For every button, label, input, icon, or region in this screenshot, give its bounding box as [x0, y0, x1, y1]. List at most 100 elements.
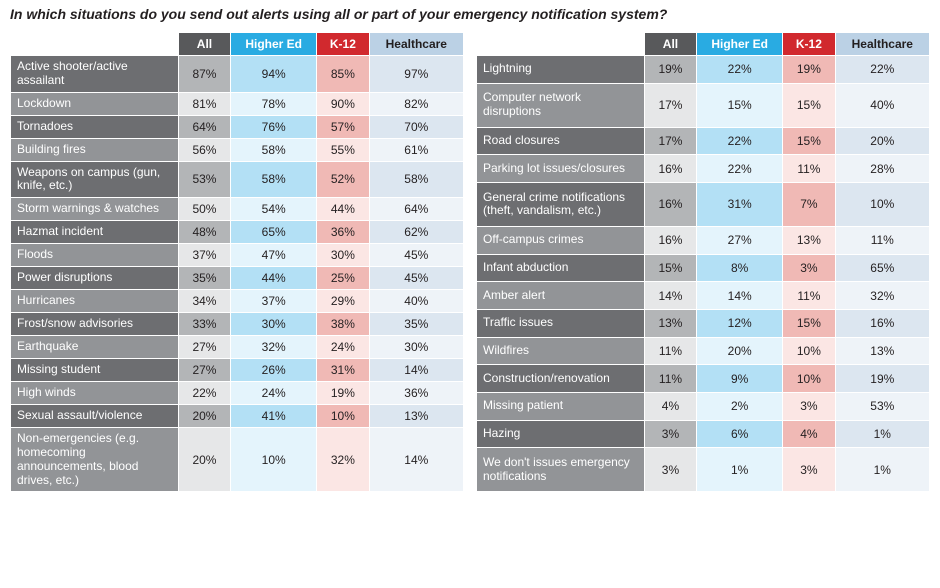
cell-all: 48% [178, 221, 230, 244]
table-row: Active shooter/active assailant87%94%85%… [11, 56, 464, 93]
table-row: Floods37%47%30%45% [11, 244, 464, 267]
table-row: Tornadoes64%76%57%70% [11, 115, 464, 138]
cell-hed: 30% [231, 313, 317, 336]
col-header-higher-ed: Higher Ed [231, 33, 317, 56]
cell-hed: 15% [697, 83, 783, 127]
tables-wrapper: All Higher Ed K-12 Healthcare Active sho… [10, 32, 930, 492]
cell-k12: 52% [317, 161, 369, 198]
cell-hc: 45% [369, 244, 463, 267]
cell-k12: 57% [317, 115, 369, 138]
cell-k12: 11% [783, 282, 835, 310]
cell-hc: 13% [835, 337, 929, 365]
cell-hc: 1% [835, 448, 929, 492]
corner-blank [477, 33, 645, 56]
row-label: Wildfires [477, 337, 645, 365]
cell-k12: 10% [783, 337, 835, 365]
cell-hed: 2% [697, 392, 783, 420]
row-label: Infant abduction [477, 254, 645, 282]
col-header-healthcare: Healthcare [835, 33, 929, 56]
cell-hed: 47% [231, 244, 317, 267]
table-row: High winds22%24%19%36% [11, 382, 464, 405]
row-label: Non-emergencies (e.g. homecoming announc… [11, 428, 179, 492]
cell-hc: 10% [835, 182, 929, 226]
cell-all: 20% [178, 405, 230, 428]
table-row: We don't issues emergency notifications3… [477, 448, 930, 492]
cell-k12: 19% [783, 56, 835, 84]
cell-k12: 25% [317, 267, 369, 290]
cell-hed: 20% [697, 337, 783, 365]
cell-all: 22% [178, 382, 230, 405]
cell-hed: 1% [697, 448, 783, 492]
cell-k12: 13% [783, 227, 835, 255]
row-label: Parking lot issues/closures [477, 155, 645, 183]
cell-hc: 58% [369, 161, 463, 198]
row-label: Storm warnings & watches [11, 198, 179, 221]
table-row: Lightning19%22%19%22% [477, 56, 930, 84]
row-label: High winds [11, 382, 179, 405]
cell-hc: 14% [369, 428, 463, 492]
cell-hed: 10% [231, 428, 317, 492]
cell-k12: 4% [783, 420, 835, 448]
table-row: Hazmat incident48%65%36%62% [11, 221, 464, 244]
row-label: General crime notifications (theft, vand… [477, 182, 645, 226]
row-label: Active shooter/active assailant [11, 56, 179, 93]
row-label: Lightning [477, 56, 645, 84]
cell-hed: 26% [231, 359, 317, 382]
cell-all: 34% [178, 290, 230, 313]
table-row: Road closures17%22%15%20% [477, 127, 930, 155]
table-row: Hazing3%6%4%1% [477, 420, 930, 448]
cell-hc: 61% [369, 138, 463, 161]
row-label: Sexual assault/violence [11, 405, 179, 428]
cell-hed: 78% [231, 92, 317, 115]
cell-all: 17% [644, 83, 696, 127]
cell-k12: 10% [317, 405, 369, 428]
row-label: Earthquake [11, 336, 179, 359]
cell-k12: 32% [317, 428, 369, 492]
cell-hed: 22% [697, 127, 783, 155]
cell-all: 35% [178, 267, 230, 290]
cell-all: 20% [178, 428, 230, 492]
table-left-body: Active shooter/active assailant87%94%85%… [11, 56, 464, 492]
row-label: We don't issues emergency notifications [477, 448, 645, 492]
cell-all: 11% [644, 365, 696, 393]
cell-hed: 6% [697, 420, 783, 448]
cell-hed: 54% [231, 198, 317, 221]
cell-hc: 16% [835, 309, 929, 337]
row-label: Frost/snow advisories [11, 313, 179, 336]
row-label: Hurricanes [11, 290, 179, 313]
cell-all: 14% [644, 282, 696, 310]
row-label: Off-campus crimes [477, 227, 645, 255]
table-row: General crime notifications (theft, vand… [477, 182, 930, 226]
cell-hed: 41% [231, 405, 317, 428]
cell-all: 37% [178, 244, 230, 267]
cell-hed: 24% [231, 382, 317, 405]
cell-hed: 22% [697, 56, 783, 84]
cell-k12: 31% [317, 359, 369, 382]
row-label: Hazmat incident [11, 221, 179, 244]
row-label: Hazing [477, 420, 645, 448]
cell-hed: 65% [231, 221, 317, 244]
table-row: Wildfires11%20%10%13% [477, 337, 930, 365]
col-header-higher-ed: Higher Ed [697, 33, 783, 56]
cell-k12: 3% [783, 392, 835, 420]
cell-hed: 14% [697, 282, 783, 310]
row-label: Weapons on campus (gun, knife, etc.) [11, 161, 179, 198]
cell-all: 19% [644, 56, 696, 84]
cell-k12: 29% [317, 290, 369, 313]
cell-hc: 64% [369, 198, 463, 221]
cell-hed: 9% [697, 365, 783, 393]
cell-hc: 32% [835, 282, 929, 310]
cell-hc: 65% [835, 254, 929, 282]
cell-all: 56% [178, 138, 230, 161]
cell-hc: 36% [369, 382, 463, 405]
row-label: Computer network disruptions [477, 83, 645, 127]
table-right-body: Lightning19%22%19%22%Computer network di… [477, 56, 930, 492]
table-row: Parking lot issues/closures16%22%11%28% [477, 155, 930, 183]
cell-k12: 3% [783, 254, 835, 282]
cell-k12: 38% [317, 313, 369, 336]
col-header-all: All [178, 33, 230, 56]
corner-blank [11, 33, 179, 56]
table-row: Sexual assault/violence20%41%10%13% [11, 405, 464, 428]
cell-hed: 44% [231, 267, 317, 290]
cell-hed: 32% [231, 336, 317, 359]
